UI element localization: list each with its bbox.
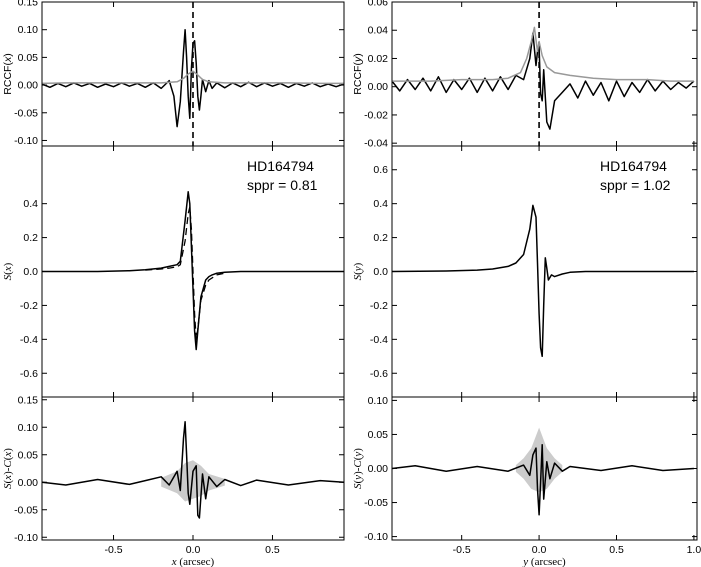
y-tick-label: 0.00 bbox=[18, 80, 39, 92]
y-tick-label: 0.4 bbox=[23, 198, 38, 210]
y-tick-label: -0.2 bbox=[20, 300, 38, 312]
y-tick-label: -0.4 bbox=[370, 334, 388, 346]
series-line bbox=[42, 421, 344, 519]
y-tick-label: -0.05 bbox=[14, 107, 38, 119]
y-tick-label: 0.04 bbox=[368, 25, 389, 37]
y-tick-label: 0.15 bbox=[18, 0, 39, 9]
y-tick-label: 0.00 bbox=[368, 81, 389, 93]
panel-s-x: 0.4 0.2 0.0 -0.2 -0.4 -0.6 S(x) HD164794 sppr = … bbox=[2, 145, 345, 398]
y-axis-label: RCCF(y) bbox=[352, 53, 364, 94]
y-tick-label: -0.10 bbox=[14, 135, 38, 147]
series-line bbox=[145, 206, 225, 340]
y-tick-label: 0.15 bbox=[18, 394, 39, 406]
y-tick-label: 0.0 bbox=[373, 266, 388, 278]
panel-rccf-y: 0.06 0.04 0.02 0.00 -0.02 -0.04 RCCF(y) bbox=[352, 0, 698, 150]
sppr-label: sppr = 0.81 bbox=[247, 177, 318, 193]
x-tick-label: 1.0 bbox=[687, 544, 701, 556]
series-line bbox=[42, 191, 344, 351]
y-tick-label: 0.6 bbox=[373, 164, 388, 176]
panel-residual-x: 0.15 0.10 0.05 0.00 -0.05 -0.10 -0.5 0.0 0.5 S(x)… bbox=[2, 394, 345, 567]
y-tick-label: -0.02 bbox=[364, 109, 388, 121]
y-axis-label: S(y)-C(y) bbox=[352, 448, 364, 489]
y-tick-label: 0.05 bbox=[18, 52, 39, 64]
y-tick-label: 0.0 bbox=[23, 266, 38, 278]
y-tick-label: -0.10 bbox=[14, 532, 38, 544]
series-line bbox=[392, 443, 694, 516]
uncertainty-band bbox=[161, 460, 225, 502]
x-tick-label: 0.5 bbox=[609, 544, 624, 556]
y-tick-label: -0.4 bbox=[20, 334, 38, 346]
star-name-label: HD164794 bbox=[247, 158, 314, 174]
y-tick-label: -0.2 bbox=[370, 300, 388, 312]
uncertainty-band bbox=[515, 427, 563, 493]
x-tick-label: -0.5 bbox=[453, 544, 471, 556]
y-tick-label: 0.10 bbox=[18, 422, 39, 434]
y-tick-label: 0.10 bbox=[368, 395, 389, 407]
y-axis-label: S(x) bbox=[2, 262, 14, 280]
y-axis-label: S(y) bbox=[352, 262, 364, 280]
y-tick-label: -0.05 bbox=[14, 504, 38, 516]
sppr-label: sppr = 1.02 bbox=[600, 177, 671, 193]
y-tick-label: -0.6 bbox=[20, 368, 38, 380]
y-tick-label: 0.06 bbox=[368, 0, 389, 9]
star-name-label: HD164794 bbox=[600, 158, 667, 174]
y-tick-label: -0.05 bbox=[364, 497, 388, 509]
y-tick-label: -0.6 bbox=[370, 368, 388, 380]
y-tick-label: 0.10 bbox=[18, 24, 39, 36]
y-tick-label: 0.02 bbox=[368, 53, 389, 65]
y-tick-label: 0.2 bbox=[373, 232, 388, 244]
x-tick-label: 0.5 bbox=[265, 544, 280, 556]
x-tick-label: 0.0 bbox=[532, 544, 547, 556]
y-tick-label: -0.10 bbox=[364, 531, 388, 543]
panel-residual-y: 0.10 0.05 0.00 -0.05 -0.10 -0.5 0.0 0.5 1.0 S(y)-… bbox=[352, 395, 701, 567]
y-tick-label: 0.05 bbox=[18, 449, 39, 461]
y-axis-label: S(x)-C(x) bbox=[2, 448, 14, 489]
y-tick-label: 0.00 bbox=[368, 463, 389, 475]
x-tick-label: -0.5 bbox=[104, 544, 122, 556]
y-tick-label: -0.04 bbox=[364, 138, 388, 150]
x-tick-label: 0.0 bbox=[186, 544, 201, 556]
y-tick-label: 0.00 bbox=[18, 477, 39, 489]
series-line bbox=[42, 28, 344, 128]
y-axis-label: RCCF(x) bbox=[2, 53, 14, 94]
x-axis-label: y (arcsec) bbox=[522, 556, 566, 567]
panel-s-y: 0.6 0.4 0.2 0.0 -0.2 -0.4 -0.6 S(y) HD164794 sppr… bbox=[352, 145, 698, 398]
y-tick-label: 0.2 bbox=[23, 232, 38, 244]
series-line bbox=[392, 26, 694, 82]
y-tick-label: 0.05 bbox=[368, 429, 389, 441]
x-axis-label: x (arcsec) bbox=[171, 556, 215, 567]
series-line bbox=[392, 204, 694, 358]
series-line bbox=[42, 70, 344, 85]
panel-rccf-x: 0.15 0.10 0.05 0.00 -0.05 -0.10 RCCF(x) bbox=[2, 0, 345, 147]
series-line bbox=[392, 32, 695, 130]
y-tick-label: 0.4 bbox=[373, 198, 388, 210]
